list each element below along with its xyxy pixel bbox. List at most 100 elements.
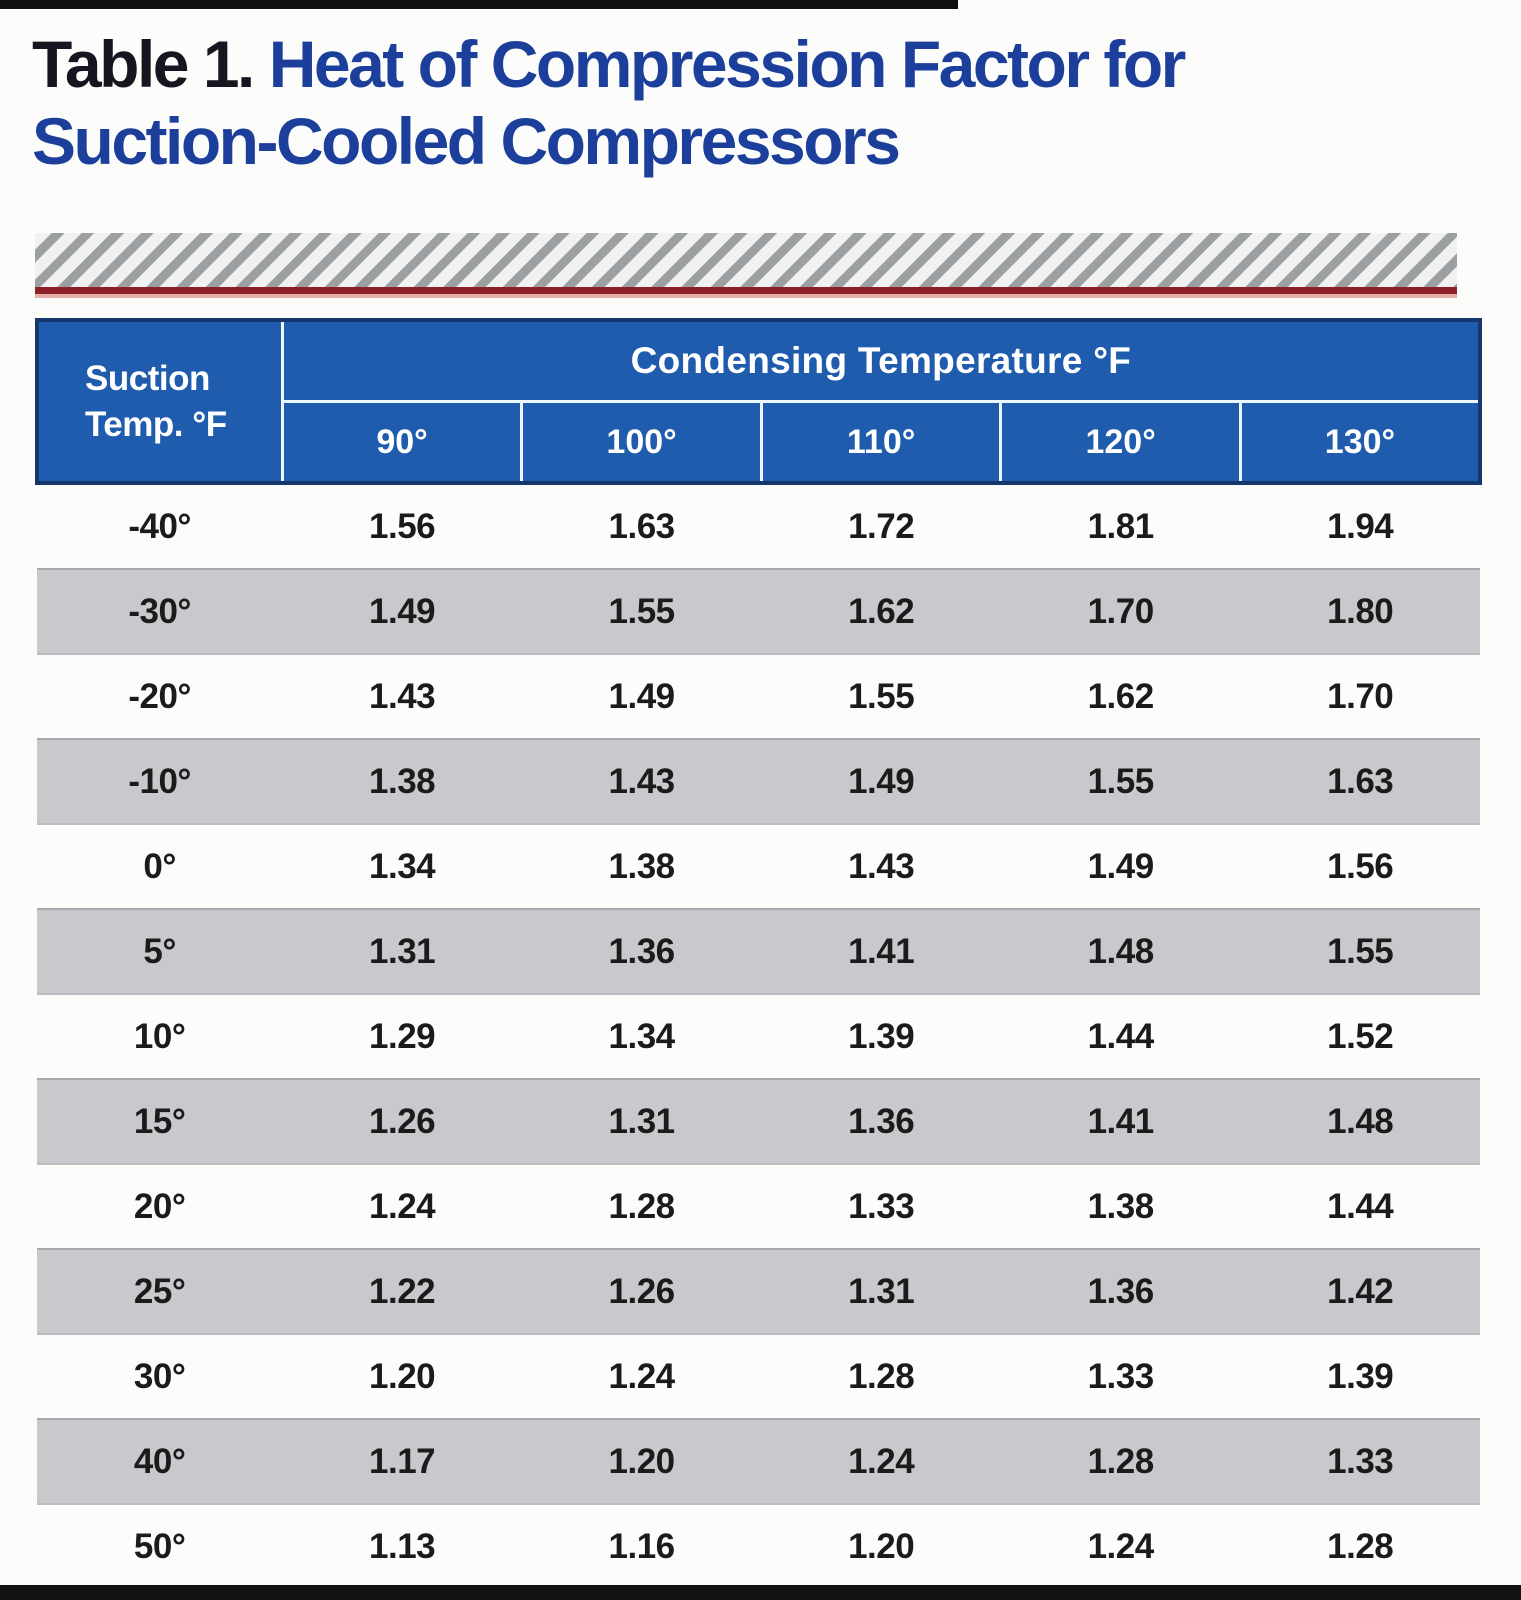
factor-value-cell: 1.20 — [369, 1356, 436, 1396]
factor-value-cell: 1.63 — [1240, 738, 1480, 825]
factor-value-cell: 1.41 — [1000, 1078, 1241, 1165]
group-header-condensing-temperature: Condensing Temperature °F — [282, 318, 1482, 403]
factor-value-cell: 1.20 — [521, 1418, 762, 1505]
factor-value-cell: 1.39 — [1327, 1356, 1394, 1396]
column-header-120: 120° — [1000, 401, 1242, 485]
row-label-suction-temp: -30° — [37, 568, 283, 655]
row-label-suction-temp: 5° — [37, 908, 283, 995]
factor-value-cell: 1.33 — [1240, 1418, 1480, 1505]
row-label-suction-temp: -40° — [128, 506, 191, 546]
hatched-divider-band — [35, 233, 1457, 298]
factor-value-cell: 1.43 — [848, 846, 915, 886]
table-row: -10° 1.38 1.43 1.49 1.55 1.63 — [37, 738, 1480, 825]
factor-value-cell: 1.94 — [1327, 506, 1394, 546]
factor-value-cell: 1.49 — [761, 738, 1001, 825]
factor-value-cell: 1.63 — [608, 506, 676, 546]
row-label-suction-temp: 0° — [143, 846, 176, 886]
factor-value-cell: 1.62 — [761, 568, 1001, 655]
factor-value-cell: 1.34 — [369, 846, 436, 886]
row-label-suction-temp: 20° — [133, 1186, 186, 1226]
row-label-suction-temp: -20° — [128, 676, 191, 716]
factor-value-cell: 1.22 — [282, 1248, 522, 1335]
factor-value-cell: 1.26 — [521, 1248, 762, 1335]
row-label-suction-temp: 30° — [133, 1356, 186, 1396]
factor-value-cell: 1.41 — [761, 908, 1001, 995]
factor-value-cell: 1.38 — [1087, 1186, 1155, 1226]
corner-header-suction-temp: Suction Temp. °F — [34, 318, 284, 485]
table-row: 5° 1.31 1.36 1.41 1.48 1.55 — [37, 908, 1480, 995]
factor-value-cell: 1.48 — [1000, 908, 1241, 995]
factor-value-cell: 1.26 — [282, 1078, 522, 1165]
factor-value-cell: 1.55 — [848, 676, 915, 716]
row-label-suction-temp: 10° — [133, 1016, 186, 1056]
factor-value-cell: 1.36 — [761, 1078, 1001, 1165]
corner-header-line1: Suction — [85, 359, 210, 398]
factor-value-cell: 1.33 — [848, 1186, 915, 1226]
factor-value-cell: 1.43 — [369, 676, 436, 716]
factor-value-cell: 1.31 — [761, 1248, 1001, 1335]
column-header-90: 90° — [282, 401, 524, 485]
factor-value-cell: 1.42 — [1240, 1248, 1480, 1335]
corner-header-line2: Temp. °F — [85, 404, 227, 444]
factor-value-cell: 1.24 — [608, 1356, 676, 1396]
row-label-suction-temp: 25° — [37, 1248, 283, 1335]
factor-value-cell: 1.28 — [608, 1186, 676, 1226]
factor-value-cell: 1.49 — [282, 568, 522, 655]
factor-value-cell: 1.28 — [1327, 1526, 1394, 1566]
factor-value-cell: 1.49 — [1087, 846, 1155, 886]
factor-value-cell: 1.72 — [848, 506, 915, 546]
factor-value-cell: 1.28 — [848, 1356, 915, 1396]
factor-value-cell: 1.48 — [1240, 1078, 1480, 1165]
row-label-suction-temp: 40° — [37, 1418, 283, 1505]
factor-value-cell: 1.70 — [1000, 568, 1241, 655]
factor-value-cell: 1.13 — [369, 1526, 436, 1566]
factor-value-cell: 1.31 — [521, 1078, 762, 1165]
factor-value-cell: 1.31 — [282, 908, 522, 995]
factor-value-cell: 1.17 — [282, 1418, 522, 1505]
factor-value-cell: 1.55 — [1000, 738, 1241, 825]
table-body: -40° 1.56 1.63 1.72 1.81 1.94 -30° 1.49 1.55 1.62… — [37, 483, 1480, 1588]
factor-value-cell: 1.56 — [1327, 846, 1394, 886]
factor-value-cell: 1.39 — [848, 1016, 915, 1056]
row-label-suction-temp: -10° — [37, 738, 283, 825]
factor-value-cell: 1.38 — [282, 738, 522, 825]
factor-value-cell: 1.24 — [761, 1418, 1001, 1505]
page-title: Table 1. Heat of Compression Factor for … — [32, 26, 1432, 179]
data-table: Suction Temp. °F Condensing Temperature … — [34, 318, 1482, 1588]
table-row: 40° 1.17 1.20 1.24 1.28 1.33 — [37, 1418, 1480, 1505]
factor-value-cell: 1.24 — [1087, 1526, 1155, 1566]
table-row: 20° 1.24 1.28 1.33 1.38 1.44 — [37, 1164, 1480, 1249]
row-label-suction-temp: 15° — [37, 1078, 283, 1165]
factor-value-cell: 1.55 — [1240, 908, 1480, 995]
factor-value-cell: 1.29 — [369, 1016, 436, 1056]
table-row: 50° 1.13 1.16 1.20 1.24 1.28 — [37, 1504, 1480, 1588]
title-text-line2: Suction-Cooled Compressors — [32, 103, 901, 178]
table-row: 30° 1.20 1.24 1.28 1.33 1.39 — [37, 1334, 1480, 1419]
factor-value-cell: 1.80 — [1240, 568, 1480, 655]
table-row: 10° 1.29 1.34 1.39 1.44 1.52 — [37, 994, 1480, 1079]
heat-of-compression-table: Suction Temp. °F Condensing Temperature … — [34, 318, 1482, 1588]
table-row: -20° 1.43 1.49 1.55 1.62 1.70 — [37, 654, 1480, 739]
top-scan-bar — [0, 0, 958, 9]
factor-value-cell: 1.62 — [1087, 676, 1155, 716]
factor-value-cell: 1.70 — [1327, 676, 1394, 716]
factor-value-cell: 1.49 — [608, 676, 676, 716]
factor-value-cell: 1.55 — [521, 568, 762, 655]
table-header: Suction Temp. °F Condensing Temperature … — [34, 318, 1482, 485]
factor-value-cell: 1.81 — [1087, 506, 1155, 546]
row-label-suction-temp: 50° — [133, 1526, 186, 1566]
factor-value-cell: 1.16 — [608, 1526, 676, 1566]
column-header-100: 100° — [521, 401, 763, 485]
table-row: 0° 1.34 1.38 1.43 1.49 1.56 — [37, 824, 1480, 909]
column-header-110: 110° — [761, 401, 1003, 485]
factor-value-cell: 1.24 — [369, 1186, 436, 1226]
table-row: 15° 1.26 1.31 1.36 1.41 1.48 — [37, 1078, 1480, 1165]
title-text-line1: Heat of Compression Factor for — [268, 27, 1187, 101]
table-row: -40° 1.56 1.63 1.72 1.81 1.94 — [37, 483, 1480, 569]
bottom-scan-bar — [0, 1585, 1521, 1600]
table-row: 25° 1.22 1.26 1.31 1.36 1.42 — [37, 1248, 1480, 1335]
factor-value-cell: 1.36 — [1000, 1248, 1241, 1335]
factor-value-cell: 1.44 — [1327, 1186, 1394, 1226]
title-table-number: Table 1. — [32, 27, 255, 101]
table-row: -30° 1.49 1.55 1.62 1.70 1.80 — [37, 568, 1480, 655]
